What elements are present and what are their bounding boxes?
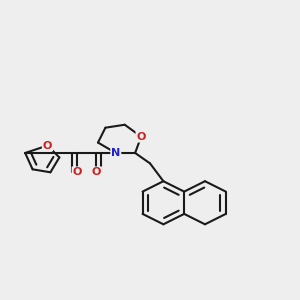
Text: N: N [111,148,120,158]
Text: O: O [43,140,52,151]
Text: O: O [136,132,146,142]
Text: O: O [73,167,82,177]
Text: O: O [92,167,101,177]
